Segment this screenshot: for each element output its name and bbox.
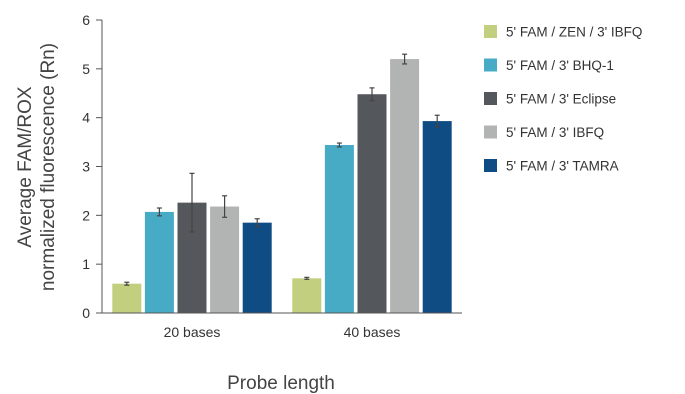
legend-label: 5' FAM / 3' Eclipse <box>506 92 616 107</box>
legend-label: 5' FAM / ZEN / 3' IBFQ <box>506 25 642 40</box>
y-ticks: 0 1 2 3 4 5 6 <box>82 12 102 321</box>
y-tick-label: 3 <box>82 159 90 175</box>
bar <box>210 207 239 313</box>
bars-layer <box>112 54 451 313</box>
category-labels: 20 bases 40 bases <box>164 324 401 340</box>
y-tick-label: 5 <box>82 61 90 77</box>
y-tick-label: 1 <box>82 256 90 272</box>
legend-swatch <box>484 92 497 105</box>
y-tick-label: 6 <box>82 12 90 28</box>
legend-label: 5' FAM / 3' TAMRA <box>506 159 619 174</box>
bar <box>390 59 419 313</box>
x-axis-title: Probe length <box>227 373 335 394</box>
x-category-label: 20 bases <box>164 324 221 340</box>
legend-swatch <box>484 159 497 172</box>
legend-label: 5' FAM / 3' BHQ-1 <box>506 58 614 73</box>
bar <box>423 121 452 313</box>
y-axis-title-line1: Average FAM/ROX <box>15 86 36 248</box>
axis-titles: Average FAM/ROX normalized fluorescence … <box>15 43 335 394</box>
legend-swatch <box>484 25 497 38</box>
legend-label: 5' FAM / 3' IBFQ <box>506 125 604 140</box>
bar <box>325 145 354 313</box>
bar <box>358 94 387 313</box>
y-tick-label: 4 <box>82 110 90 126</box>
y-axis-title-line2: normalized fluorescence (Rn) <box>38 43 59 291</box>
bar <box>145 212 174 313</box>
bar <box>292 278 321 313</box>
legend: 5' FAM / ZEN / 3' IBFQ 5' FAM / 3' BHQ-1 5… <box>484 25 642 174</box>
y-tick-label: 0 <box>82 305 90 321</box>
legend-swatch <box>484 59 497 72</box>
x-category-label: 40 bases <box>344 324 401 340</box>
y-tick-label: 2 <box>82 207 90 223</box>
legend-swatch <box>484 126 497 139</box>
bar <box>112 284 141 313</box>
bar <box>243 223 272 313</box>
